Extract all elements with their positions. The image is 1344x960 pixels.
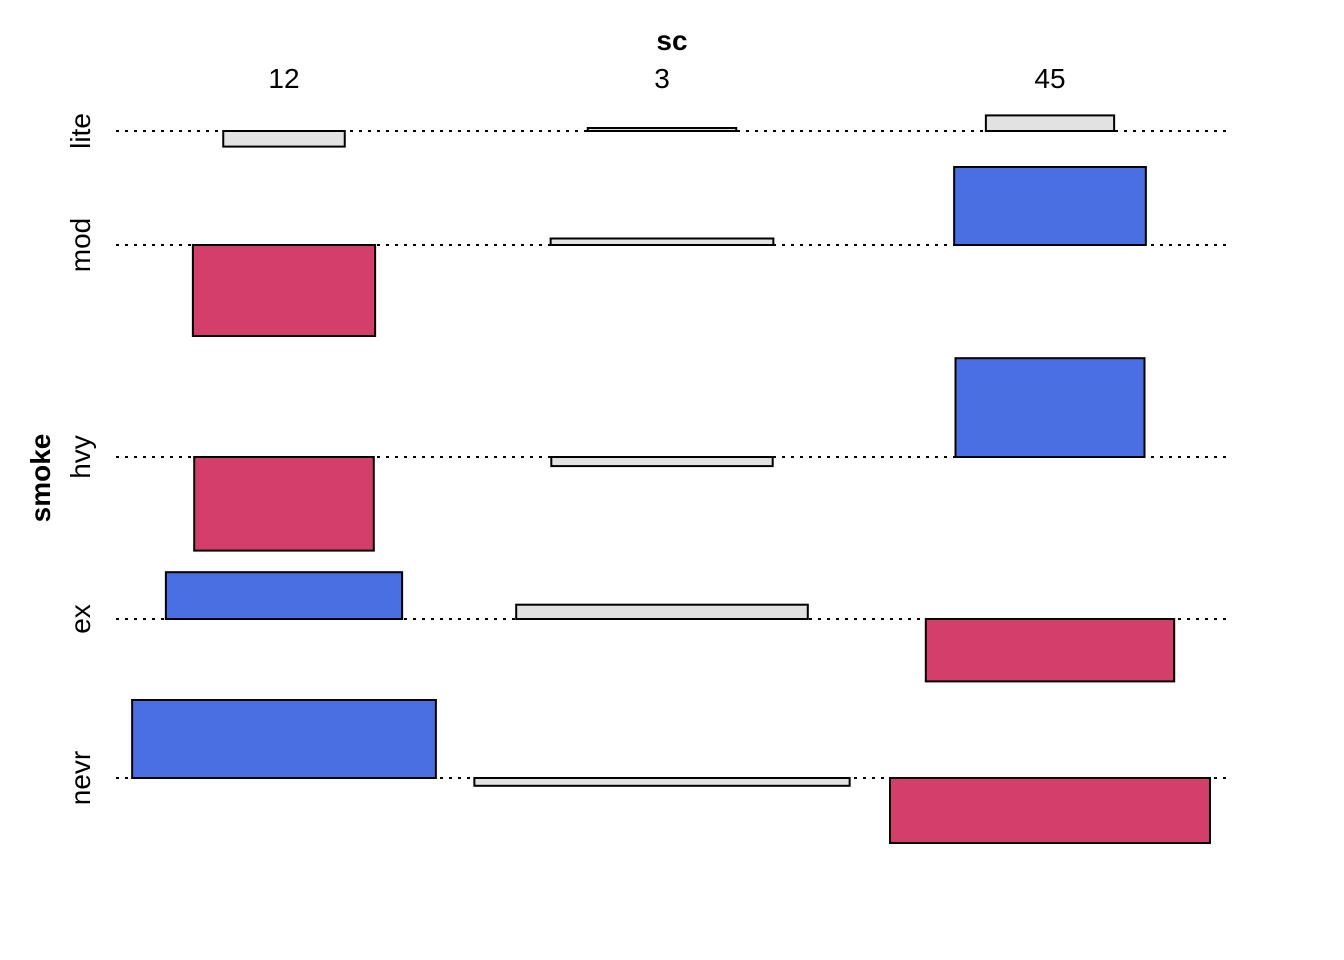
cell-lite-12 [222,130,346,148]
y-tick-hvy: hvy [65,435,96,479]
x-tick-45: 45 [1034,63,1065,94]
x-axis-title: sc [656,25,687,56]
y-tick-ex: ex [65,604,96,634]
cell-ex-45 [924,618,1176,683]
y-tick-mod: mod [65,218,96,272]
cell-ex-3 [515,603,809,621]
cell-lite-3 [586,127,738,132]
x-tick-3: 3 [654,63,670,94]
cell-ex-12 [164,571,404,621]
y-tick-lite: lite [65,113,96,149]
cell-hvy-3 [550,456,774,468]
cell-mod-12 [191,244,377,337]
cell-nevr-12 [131,699,437,779]
residual-cells [131,114,1211,844]
cell-nevr-3 [473,777,851,787]
cell-mod-45 [953,166,1147,246]
x-tick-12: 12 [268,63,299,94]
cell-lite-45 [984,114,1116,133]
y-tick-nevr: nevr [65,751,96,805]
cell-hvy-12 [193,456,375,552]
cell-mod-3 [549,237,775,246]
cell-nevr-45 [889,777,1211,844]
y-axis-title: smoke [25,434,56,523]
cell-hvy-45 [954,357,1146,459]
x-tick-labels: 12 3 45 [268,63,1065,94]
y-tick-labels: lite mod hvy ex nevr [65,113,96,805]
